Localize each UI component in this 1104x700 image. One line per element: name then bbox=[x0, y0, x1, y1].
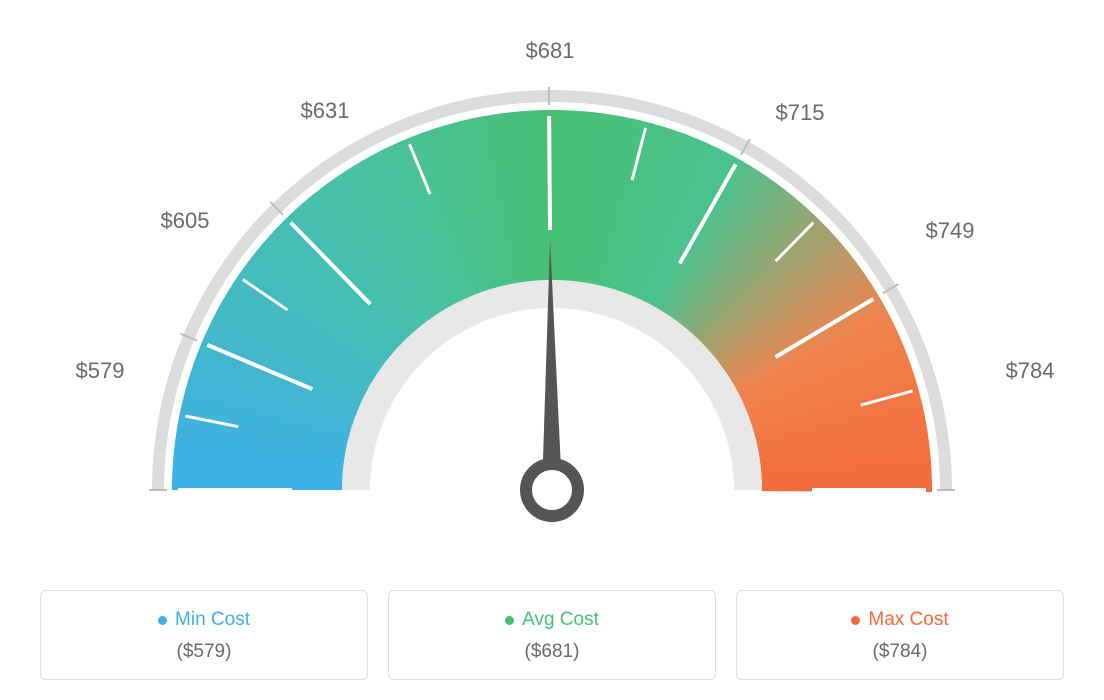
legend-text-max: Max Cost bbox=[868, 609, 948, 631]
legend-row: Min Cost ($579) Avg Cost ($681) Max Cost… bbox=[30, 590, 1074, 680]
legend-text-min: Min Cost bbox=[175, 609, 250, 631]
legend-value-min: ($579) bbox=[51, 641, 357, 663]
legend-box-avg: Avg Cost ($681) bbox=[388, 590, 716, 680]
legend-box-max: Max Cost ($784) bbox=[736, 590, 1064, 680]
gauge-chart: $579 $605 $631 $681 $715 $749 $784 bbox=[30, 20, 1074, 560]
legend-box-min: Min Cost ($579) bbox=[40, 590, 368, 680]
legend-label-avg: Avg Cost bbox=[399, 609, 705, 631]
legend-dot-min bbox=[158, 616, 167, 625]
gauge-tick-label: $715 bbox=[776, 100, 825, 125]
legend-value-max: ($784) bbox=[747, 641, 1053, 663]
legend-label-min: Min Cost bbox=[51, 609, 357, 631]
gauge-tick-label: $749 bbox=[926, 218, 975, 243]
gauge-tick-label: $784 bbox=[1006, 358, 1055, 383]
gauge-needle-hub bbox=[526, 464, 578, 516]
gauge-tick-label: $681 bbox=[526, 38, 575, 63]
legend-dot-max bbox=[851, 616, 860, 625]
gauge-svg: $579 $605 $631 $681 $715 $749 $784 bbox=[30, 20, 1074, 560]
gauge-tick-label: $631 bbox=[301, 98, 350, 123]
gauge-tick-label: $579 bbox=[76, 358, 125, 383]
legend-text-avg: Avg Cost bbox=[522, 609, 599, 631]
gauge-tick-label: $605 bbox=[161, 208, 210, 233]
legend-value-avg: ($681) bbox=[399, 641, 705, 663]
gauge-tick-major bbox=[549, 116, 550, 230]
legend-dot-avg bbox=[505, 616, 514, 625]
legend-label-max: Max Cost bbox=[747, 609, 1053, 631]
